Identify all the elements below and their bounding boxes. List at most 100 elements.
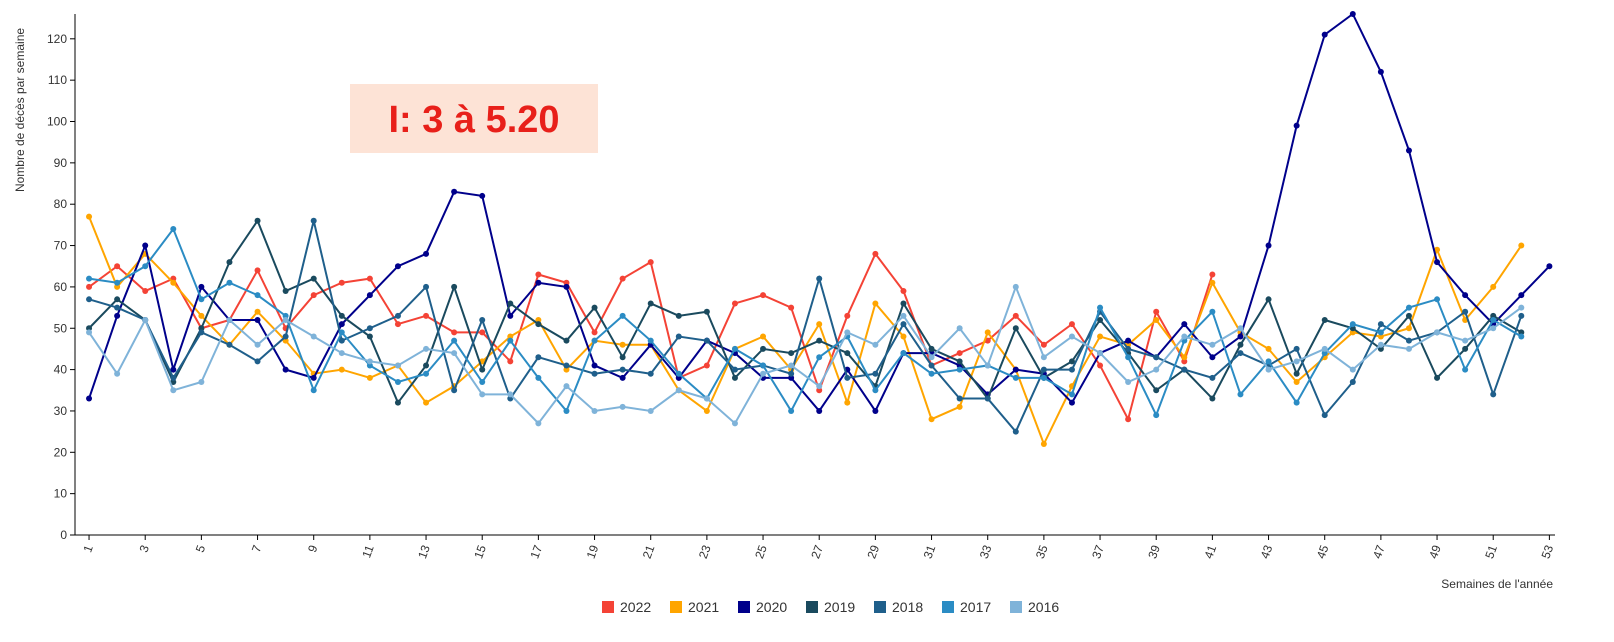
data-point — [86, 283, 93, 290]
data-point — [535, 271, 542, 278]
x-tick-label: 17 — [527, 543, 545, 561]
data-point — [1012, 283, 1019, 290]
data-point — [86, 329, 93, 336]
data-point — [1518, 312, 1525, 319]
data-point — [114, 370, 121, 377]
data-point — [198, 312, 205, 319]
data-point — [310, 333, 317, 340]
annotation-box — [350, 84, 598, 153]
data-point — [647, 337, 654, 344]
data-point — [1153, 387, 1160, 394]
data-point — [760, 345, 767, 352]
data-point — [1349, 11, 1356, 17]
data-point — [1068, 333, 1075, 340]
data-point — [1153, 412, 1160, 419]
x-tick-label: 1 — [80, 543, 96, 554]
data-point — [1349, 379, 1356, 386]
data-point — [114, 279, 121, 286]
data-point — [956, 395, 963, 402]
data-point — [619, 366, 626, 373]
data-point — [1012, 374, 1019, 381]
x-tick-label: 33 — [977, 543, 995, 561]
data-point — [423, 345, 430, 352]
data-point — [1321, 412, 1328, 419]
data-point — [591, 362, 598, 369]
legend-label: 2018 — [892, 599, 923, 615]
legend-label: 2021 — [688, 599, 719, 615]
data-point — [872, 370, 879, 377]
data-point — [310, 275, 317, 282]
data-point — [900, 333, 907, 340]
data-point — [619, 403, 626, 410]
data-point — [366, 333, 373, 340]
data-point — [1181, 366, 1188, 373]
data-point — [254, 217, 261, 224]
data-point — [956, 358, 963, 365]
x-tick-label: 29 — [864, 543, 882, 561]
data-point — [1209, 271, 1216, 278]
data-point — [1434, 259, 1441, 266]
data-point — [451, 350, 458, 357]
data-point — [451, 387, 458, 394]
data-point — [647, 407, 654, 414]
data-point — [338, 366, 345, 373]
data-point — [928, 370, 935, 377]
y-tick-label: 70 — [54, 239, 68, 253]
data-point — [816, 337, 823, 344]
data-point — [1125, 337, 1132, 344]
data-point — [394, 312, 401, 319]
data-point — [1012, 312, 1019, 319]
data-point — [1265, 345, 1272, 352]
data-point — [872, 407, 879, 414]
data-point — [198, 329, 205, 336]
data-point — [1518, 292, 1525, 299]
data-point — [788, 374, 795, 381]
data-point — [423, 399, 430, 406]
data-point — [535, 420, 542, 427]
data-point — [675, 370, 682, 377]
data-point — [928, 362, 935, 369]
legend-swatch — [602, 601, 614, 613]
data-point — [788, 362, 795, 369]
data-point — [1012, 428, 1019, 435]
data-point — [703, 337, 710, 344]
data-point — [1209, 354, 1216, 361]
data-point — [1153, 354, 1160, 361]
data-point — [1068, 399, 1075, 406]
y-tick-label: 40 — [54, 363, 68, 377]
data-point — [1181, 321, 1188, 328]
x-tick-label: 27 — [808, 543, 826, 561]
legend-label: 2022 — [620, 599, 651, 615]
data-point — [1237, 333, 1244, 340]
data-point — [507, 312, 514, 319]
y-axis-label: Nombre de décès par semaine — [13, 28, 27, 192]
data-point — [423, 370, 430, 377]
y-tick-label: 50 — [54, 321, 68, 335]
data-point — [1097, 333, 1104, 340]
x-tick-label: 45 — [1314, 543, 1332, 561]
data-point — [1377, 329, 1384, 336]
data-point — [1068, 366, 1075, 373]
data-point — [1040, 341, 1047, 348]
x-tick-label: 7 — [249, 543, 265, 554]
data-point — [394, 321, 401, 328]
data-point — [1181, 358, 1188, 365]
data-point — [479, 391, 486, 398]
data-point — [1237, 391, 1244, 398]
data-point — [1012, 325, 1019, 332]
data-point — [114, 283, 121, 290]
data-point — [254, 308, 261, 315]
series-line — [88, 251, 1214, 422]
data-point — [254, 341, 261, 348]
data-point — [1293, 358, 1300, 365]
data-point — [535, 354, 542, 361]
data-point — [788, 304, 795, 311]
data-point — [591, 304, 598, 311]
data-point — [619, 275, 626, 282]
data-point — [1265, 358, 1272, 365]
data-point — [1462, 366, 1469, 373]
data-point — [675, 333, 682, 340]
data-point — [310, 374, 317, 381]
data-point — [198, 325, 205, 332]
data-point — [366, 362, 373, 369]
